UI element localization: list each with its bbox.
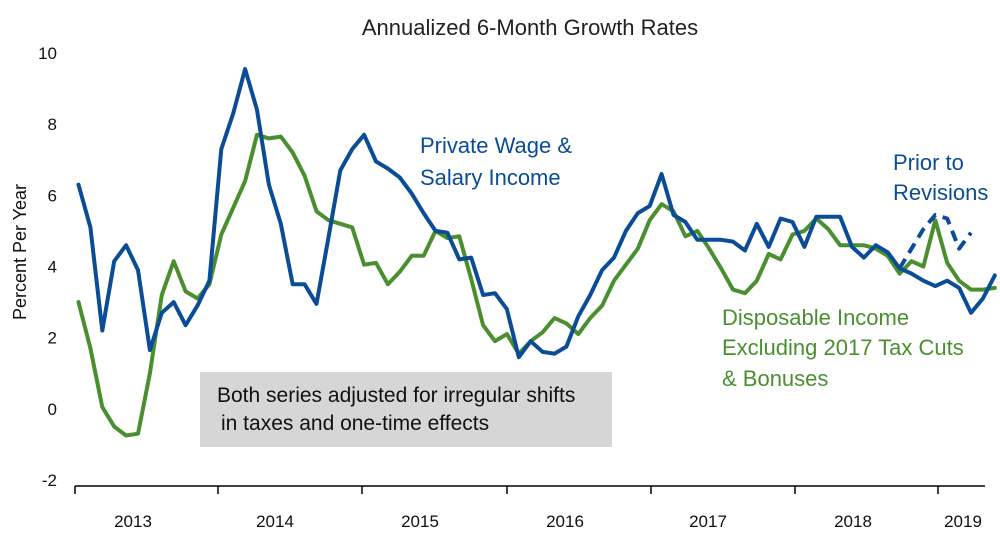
y-tick-label-4: 4 (48, 258, 57, 277)
y-tick-label-minus2: -2 (42, 471, 57, 490)
x-tick-label-2016: 2016 (546, 512, 584, 531)
y-axis-label: Percent Per Year (10, 184, 30, 320)
disposable-label-line-3: & Bonuses (722, 366, 828, 391)
annotation-note: Both series adjusted for irregular shift… (200, 372, 612, 447)
y-axis: 10 8 6 4 2 0 -2 (38, 44, 57, 490)
note-line-2: in taxes and one-time effects (221, 412, 489, 435)
wage-label-line-1: Private Wage & (420, 133, 572, 158)
note-line-1: Both series adjusted for irregular shift… (217, 384, 575, 407)
series-layer (76, 67, 997, 438)
prior-label-line-1: Prior to (893, 150, 964, 175)
legend-prior-label: Prior to Revisions (893, 150, 988, 205)
x-tick-label-2019: 2019 (944, 512, 982, 531)
x-tick-label-2015: 2015 (401, 512, 439, 531)
x-tick-label-2013: 2013 (114, 512, 152, 531)
series-line-private-wage (76, 67, 997, 360)
y-tick-label-8: 8 (48, 115, 57, 134)
x-axis: 2013 2014 2015 2016 2017 2018 2019 (74, 485, 985, 531)
x-tick-label-2017: 2017 (689, 512, 727, 531)
series-line-prior-to-revisions (897, 212, 973, 270)
wage-label-line-2: Salary Income (420, 165, 561, 190)
chart-title: Annualized 6-Month Growth Rates (362, 15, 698, 40)
y-tick-label-6: 6 (48, 186, 57, 205)
legend-wage-label: Private Wage & Salary Income (420, 133, 572, 190)
y-tick-label-0: 0 (48, 400, 57, 419)
x-tick-label-2018: 2018 (834, 512, 872, 531)
x-tick-label-2014: 2014 (256, 512, 294, 531)
y-tick-label-10: 10 (38, 44, 57, 63)
series-line-disposable-income (76, 132, 997, 438)
disposable-label-line-2: Excluding 2017 Tax Cuts (722, 335, 964, 360)
y-tick-label-2: 2 (48, 329, 57, 348)
note-background (200, 372, 612, 447)
prior-label-line-2: Revisions (893, 180, 988, 205)
legend-disposable-label: Disposable Income Excluding 2017 Tax Cut… (722, 305, 964, 391)
disposable-label-line-1: Disposable Income (722, 305, 909, 330)
